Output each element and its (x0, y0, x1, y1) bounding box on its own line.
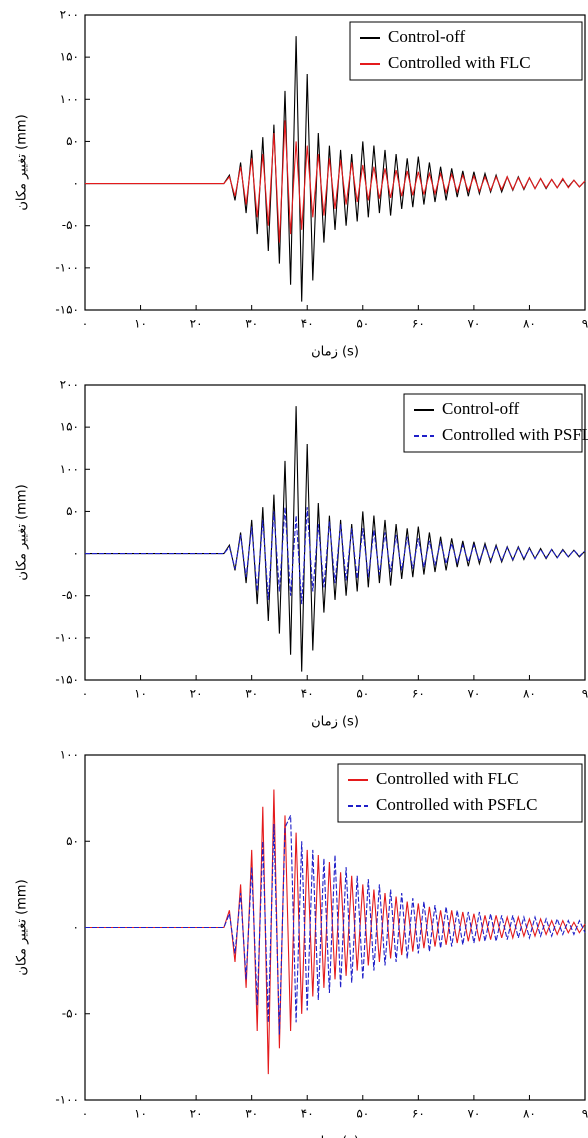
y-tick-label: -۱۰۰ (55, 630, 79, 644)
x-tick-label: ۳۰ (245, 1107, 258, 1121)
y-tick-label: -۵۰ (62, 218, 79, 232)
y-tick-label: ۰ (73, 920, 79, 934)
x-tick-label: ۰ (82, 687, 88, 701)
x-tick-label: ۶۰ (412, 687, 425, 701)
x-tick-label: ۹ (582, 687, 588, 701)
series-line (85, 815, 586, 1035)
series-line (85, 789, 586, 1075)
x-tick-label: ۶۰ (412, 1107, 425, 1121)
y-axis-label: تغییر مکان (mm) (15, 484, 30, 580)
chart: ۰ ۱۰ ۲۰ ۳۰ ۴۰ ۵۰ ۶۰ ۷۰ ۸۰ ۹ -۱۵۰ -۱۰۰ -۵۰ ۰ ۵۰ ۱۰۰ ۱۵۰ ۲۰… (15, 378, 588, 730)
y-tick-label: ۱۵۰ (60, 50, 79, 64)
x-tick-label: ۸۰ (523, 687, 536, 701)
x-tick-label: ۱۰ (134, 687, 147, 701)
chart: ۰ ۱۰ ۲۰ ۳۰ ۴۰ ۵۰ ۶۰ ۷۰ ۸۰ ۹ -۱۵۰ -۱۰۰ -۵۰ ۰ ۵۰ ۱۰۰ ۱۵۰ ۲۰… (15, 8, 588, 360)
y-axis-label: تغییر مکان (mm) (15, 879, 30, 975)
x-tick-label: ۱۰ (134, 317, 147, 331)
x-tick-label: ۱۰ (134, 1107, 147, 1121)
x-tick-label: ۸۰ (523, 1107, 536, 1121)
plot-frame (84, 384, 586, 681)
x-tick-label: ۸۰ (523, 317, 536, 331)
y-tick-label: ۲۰۰ (60, 8, 79, 22)
y-tick-label: -۱۵۰ (55, 673, 79, 687)
x-tick-label: ۵۰ (356, 1107, 369, 1121)
y-tick-label: ۱۵۰ (60, 420, 79, 434)
legend-box (349, 21, 583, 81)
x-axis-label: زمان (s) (311, 345, 359, 360)
legend-label: Control-off (442, 399, 519, 418)
y-tick-label: -۵۰ (62, 588, 79, 602)
x-tick-label: ۲۰ (190, 317, 203, 331)
legend-label: Controlled with FLC (376, 769, 519, 788)
chart: ۰ ۱۰ ۲۰ ۳۰ ۴۰ ۵۰ ۶۰ ۷۰ ۸۰ ۹ -۱۰۰ -۵۰ ۰ ۵۰ ۱۰۰ زمان (s) ت… (15, 748, 588, 1138)
y-tick-label: ۰ (73, 546, 79, 560)
y-tick-label: -۵۰ (62, 1006, 79, 1020)
series-line (85, 406, 586, 672)
legend-label: Controlled with PSFLC (376, 795, 538, 814)
legend-label: Control-off (388, 27, 465, 46)
y-tick-label: -۱۰۰ (55, 260, 79, 274)
y-tick-label: -۱۰۰ (55, 1093, 79, 1107)
x-tick-label: ۰ (82, 317, 88, 331)
x-tick-label: ۴۰ (301, 1107, 314, 1121)
legend-label: Controlled with FLC (388, 53, 531, 72)
x-tick-label: ۴۰ (301, 687, 314, 701)
x-tick-label: ۳۰ (245, 317, 258, 331)
y-tick-label: ۱۰۰ (60, 462, 79, 476)
y-tick-label: -۱۵۰ (55, 303, 79, 317)
y-tick-label: ۰ (73, 176, 79, 190)
y-tick-label: ۵۰ (66, 834, 79, 848)
x-tick-label: ۰ (82, 1107, 88, 1121)
y-tick-label: ۵۰ (66, 134, 79, 148)
x-tick-label: ۴۰ (301, 317, 314, 331)
x-tick-label: ۲۰ (190, 1107, 203, 1121)
y-tick-label: ۲۰۰ (60, 378, 79, 392)
legend-label: Controlled with PSFLC (442, 425, 588, 444)
x-tick-label: ۷۰ (467, 1107, 480, 1121)
x-tick-label: ۵۰ (356, 317, 369, 331)
y-axis-label: تغییر مکان (mm) (15, 114, 30, 210)
x-tick-label: ۲۰ (190, 687, 203, 701)
x-tick-label: ۷۰ (467, 687, 480, 701)
x-tick-label: ۶۰ (412, 317, 425, 331)
x-tick-label: ۹ (582, 317, 588, 331)
x-tick-label: ۷۰ (467, 317, 480, 331)
x-tick-label: ۳۰ (245, 687, 258, 701)
y-tick-label: ۱۰۰ (60, 92, 79, 106)
x-tick-label: ۵۰ (356, 687, 369, 701)
legend-box (403, 393, 583, 453)
x-axis-label: زمان (s) (311, 715, 359, 730)
x-axis-label: زمان (s) (311, 1135, 359, 1138)
legend-box (337, 763, 583, 823)
y-tick-label: ۵۰ (66, 504, 79, 518)
x-tick-label: ۹ (582, 1107, 588, 1121)
plot-frame (84, 14, 586, 311)
y-tick-label: ۱۰۰ (60, 748, 79, 762)
series-line (85, 507, 586, 605)
series-line (85, 120, 586, 243)
